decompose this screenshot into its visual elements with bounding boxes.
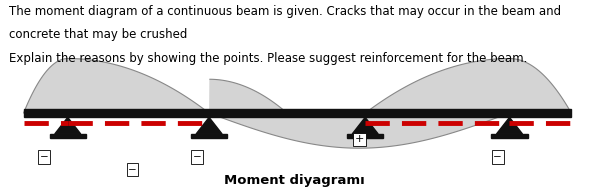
Polygon shape <box>365 58 571 113</box>
Polygon shape <box>209 113 509 148</box>
Text: −: − <box>40 152 48 162</box>
Text: −: − <box>494 152 502 162</box>
Bar <box>49 134 86 138</box>
Bar <box>491 134 528 138</box>
Bar <box>347 134 383 138</box>
Text: The moment diagram of a continuous beam is given. Cracks that may occur in the b: The moment diagram of a continuous beam … <box>9 5 561 18</box>
Text: concrete that may be crushed: concrete that may be crushed <box>9 28 187 41</box>
Polygon shape <box>497 117 522 134</box>
Polygon shape <box>24 58 209 113</box>
Text: Explain the reasons by showing the points. Please suggest reinforcement for the : Explain the reasons by showing the point… <box>9 52 527 65</box>
Polygon shape <box>352 117 378 134</box>
Bar <box>24 109 571 117</box>
Text: −: − <box>128 165 137 175</box>
Polygon shape <box>196 117 222 134</box>
Polygon shape <box>55 117 81 134</box>
Text: Moment diyagramı: Moment diyagramı <box>224 174 365 187</box>
Bar <box>191 134 227 138</box>
Text: +: + <box>355 134 364 144</box>
Text: −: − <box>193 152 201 162</box>
